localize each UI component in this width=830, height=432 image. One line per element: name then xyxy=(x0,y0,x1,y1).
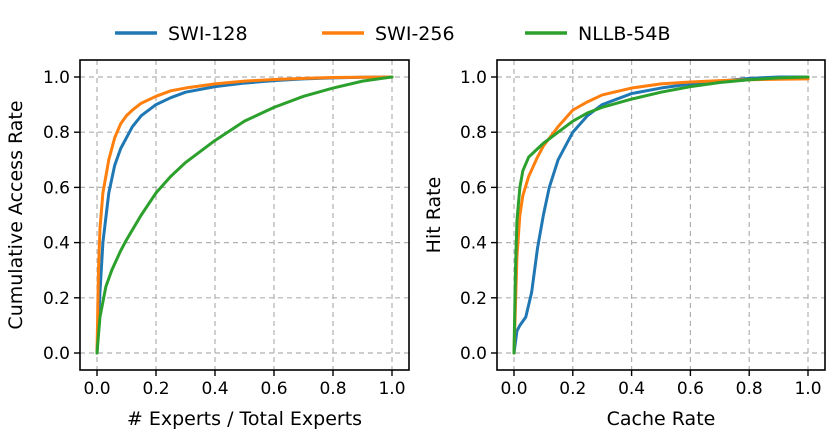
left-chart-panel: 0.0 0.2 0.4 0.6 0.8 1.0 0.0 0.2 0.4 0.6 0.8 1.0 # Ex… xyxy=(5,60,409,430)
right-chart-panel: 0.0 0.2 0.4 0.6 0.8 1.0 0.0 0.2 0.4 0.6 0.8 1.0 Cach… xyxy=(423,60,825,430)
y-tick-label: 0.8 xyxy=(460,123,487,143)
legend-entry-swi-256: SWI-256 xyxy=(322,23,455,45)
figure: SWI-128 SWI-256 NLLB-54B 0.0 0.2 0.4 0.6 0.8 1.… xyxy=(0,0,830,432)
y-tick-label: 1.0 xyxy=(460,68,487,88)
legend-entry-swi-128: SWI-128 xyxy=(115,23,248,45)
x-tick-label: 0.2 xyxy=(559,379,586,399)
grid xyxy=(80,60,409,370)
y-axis-label: Cumulative Access Rate xyxy=(5,100,27,329)
series-line-swi-128 xyxy=(514,77,808,353)
grid xyxy=(497,60,825,370)
x-axis-label: # Experts / Total Experts xyxy=(127,408,362,430)
x-tick-label: 0.4 xyxy=(618,379,645,399)
y-tick-label: 0.6 xyxy=(43,178,70,198)
y-axis-label: Hit Rate xyxy=(423,177,445,254)
legend-entry-nllb-54b: NLLB-54B xyxy=(525,23,671,45)
y-tick-label: 0.8 xyxy=(43,123,70,143)
y-tick-label: 0.2 xyxy=(43,289,70,309)
x-tick-label: 0.8 xyxy=(736,379,763,399)
x-tick-label: 0.8 xyxy=(319,379,346,399)
legend-label: SWI-128 xyxy=(168,23,248,45)
x-tick-label: 0.0 xyxy=(500,379,527,399)
y-tick-label: 1.0 xyxy=(43,68,70,88)
legend: SWI-128 SWI-256 NLLB-54B xyxy=(115,23,671,45)
x-tick-label: 0.6 xyxy=(677,379,704,399)
x-tick-label: 0.0 xyxy=(83,379,110,399)
plot-frame xyxy=(80,60,409,370)
legend-label: SWI-256 xyxy=(375,23,455,45)
y-tick-label: 0.4 xyxy=(43,234,70,254)
series-line-nllb-54b xyxy=(514,77,808,353)
legend-label: NLLB-54B xyxy=(578,23,671,45)
x-tick-label: 0.4 xyxy=(201,379,228,399)
x-tick-label: 1.0 xyxy=(378,379,405,399)
x-tick-label: 1.0 xyxy=(794,379,821,399)
y-tick-label: 0.0 xyxy=(43,344,70,364)
y-tick-label: 0.6 xyxy=(460,178,487,198)
series-line-swi-256 xyxy=(514,79,808,353)
x-tick-label: 0.2 xyxy=(142,379,169,399)
y-tick-label: 0.2 xyxy=(460,289,487,309)
plot-frame xyxy=(497,60,825,370)
series-line-nllb-54b xyxy=(97,77,392,353)
y-tick-label: 0.4 xyxy=(460,234,487,254)
x-axis-label: Cache Rate xyxy=(607,408,716,430)
x-tick-label: 0.6 xyxy=(260,379,287,399)
y-tick-label: 0.0 xyxy=(460,344,487,364)
